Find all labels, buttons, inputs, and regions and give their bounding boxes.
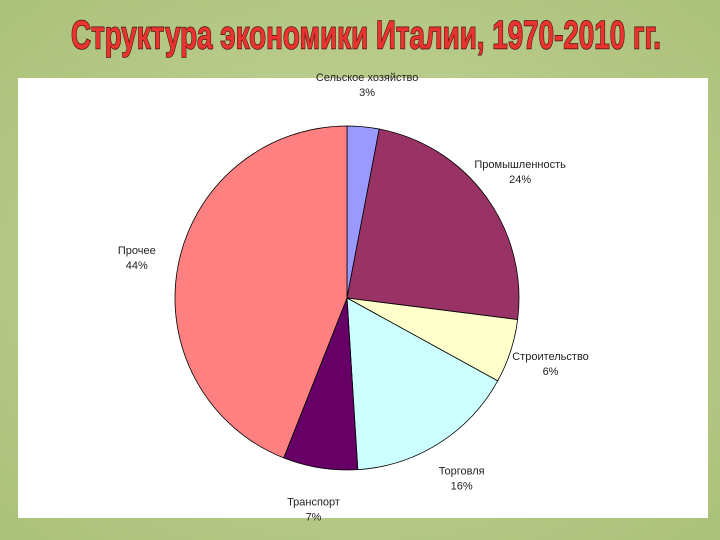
pie-slice [346,128,520,321]
slice-value-label: 16% [451,481,473,493]
slice-label: Строительство [512,351,589,363]
slice-value-label: 6% [543,366,559,378]
slice-label: Сельское хозяйство [316,72,418,84]
slice-label: Промышленность [474,159,566,171]
slice-value-label: 24% [509,174,531,186]
slice-label: Торговля [439,466,485,478]
slice-label: Транспорт [287,496,340,508]
chart-title: Структура экономики Италии, 1970-2010 гг… [71,14,661,58]
pie-slice [174,125,348,459]
slice-value-label: 3% [359,87,375,99]
slice-value-label: 44% [126,260,148,272]
pie [174,125,520,471]
pie-slice [346,297,499,471]
slice-value-label: 7% [306,511,322,523]
slice-label: Прочее [118,245,156,257]
